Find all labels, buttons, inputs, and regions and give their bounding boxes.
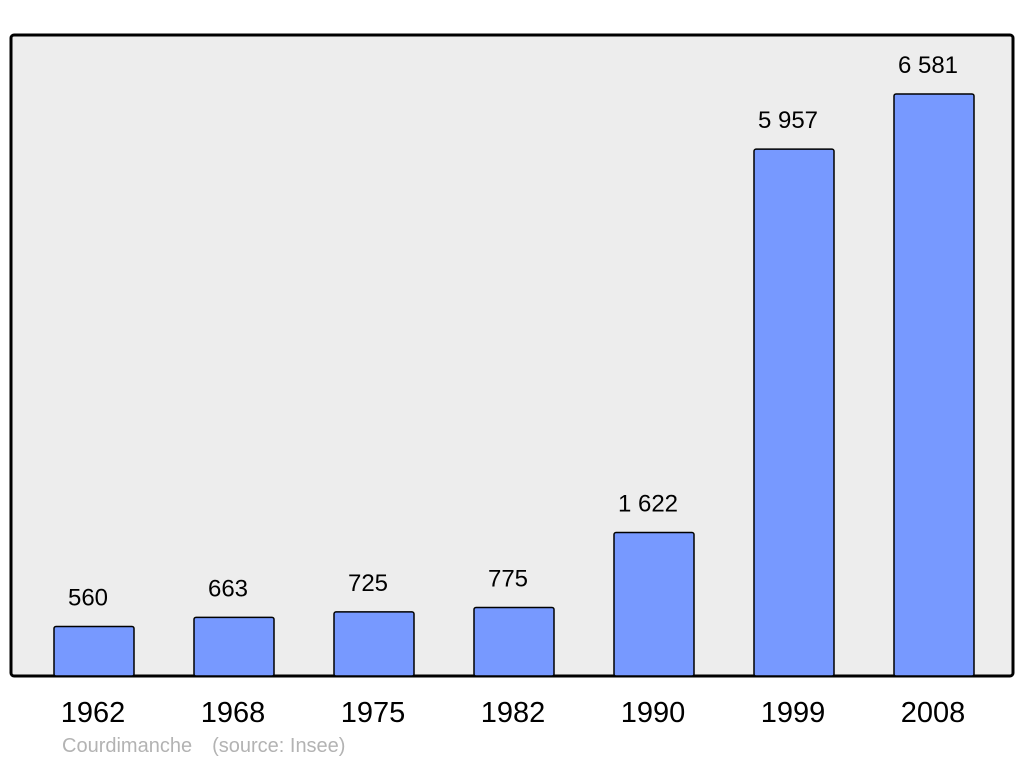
value-label-1975: 725 (348, 570, 388, 597)
value-label-1962: 560 (68, 584, 108, 611)
bar-1968 (193, 616, 275, 677)
bar-1962 (53, 625, 135, 677)
bar-1999 (753, 148, 835, 677)
chart-footer: Courdimanche (source: Insee) (62, 735, 345, 758)
footer-source: (source: Insee) (212, 735, 346, 757)
footer-place: Courdimanche (62, 735, 193, 757)
value-label-1982: 775 (488, 565, 528, 592)
x-tick-labels-group: 1962 1968 1975 1982 1990 1999 2008 (61, 697, 966, 729)
value-label-2008: 6 581 (898, 52, 958, 79)
bar-1982 (473, 606, 555, 677)
bar-1975 (333, 611, 415, 677)
value-label-1968: 663 (208, 575, 248, 602)
value-label-1990: 1 622 (618, 491, 678, 518)
x-tick-label-2008: 2008 (901, 697, 966, 729)
bar-1990 (613, 531, 695, 677)
x-tick-label-1962: 1962 (61, 697, 126, 729)
bar-2008 (893, 93, 975, 677)
value-label-1999: 5 957 (758, 107, 818, 134)
x-tick-label-1982: 1982 (481, 697, 546, 729)
value-labels-group: 560 663 725 775 1 622 5 957 6 581 (68, 52, 958, 611)
population-bar-chart: 560 663 725 775 1 622 5 957 6 581 1962 1968 1975… (9, 33, 1015, 729)
x-tick-label-1999: 1999 (761, 697, 826, 729)
bars-group (53, 93, 975, 677)
x-tick-label-1975: 1975 (341, 697, 406, 729)
x-tick-label-1968: 1968 (201, 697, 266, 729)
x-tick-label-1990: 1990 (621, 697, 686, 729)
